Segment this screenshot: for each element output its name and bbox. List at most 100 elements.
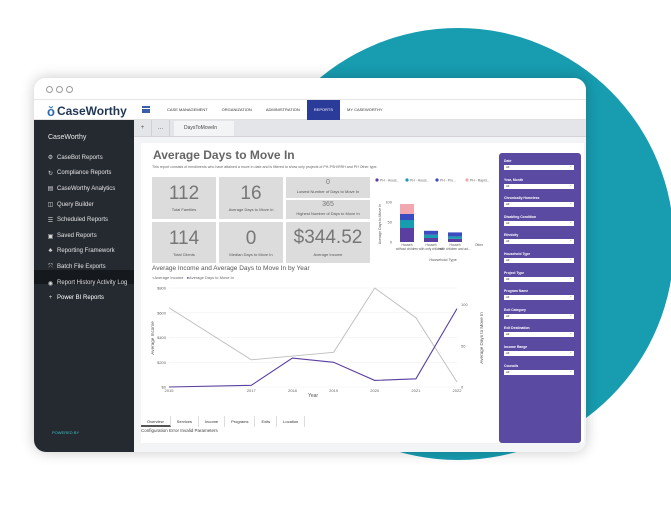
left-y-tick: $0 (162, 385, 167, 390)
bar-category-label: Househ with children and ad... (439, 243, 470, 251)
bar-legend-label: PH - Housi... (410, 178, 429, 182)
refresh-icon: ↻ (47, 170, 54, 177)
more-tabs-button[interactable]: ... (152, 120, 170, 137)
filter-select-household-type[interactable]: All (504, 257, 574, 263)
filter-label: Year, Month (504, 177, 524, 182)
org-icon: ♣ (48, 248, 53, 255)
sidebar-item-label: Reporting Framework (57, 248, 115, 255)
page-tab-services[interactable]: Services (170, 416, 200, 427)
sidebar-item-scheduled-reports[interactable]: ☰ Scheduled Reports (47, 217, 108, 224)
main-content: + ... DaysToMoveIn Average Days to Move … (134, 120, 586, 452)
bar-segment (400, 220, 414, 228)
nav-item-administration[interactable]: ADMINISTRATION (265, 107, 300, 112)
bar-segment (424, 230, 438, 235)
right-y-tick: 0 (461, 385, 464, 390)
filter-select-date[interactable]: All (504, 164, 574, 170)
window-titlebar (34, 78, 586, 100)
page-tab-programs[interactable]: Programs (225, 416, 256, 427)
nav-item-reports[interactable]: REPORTS (306, 100, 341, 120)
page-tab-location[interactable]: Location (277, 416, 306, 427)
filter-select-program-name[interactable]: All (504, 294, 574, 301)
sidebar: CaseWorthy ⚙ CaseBot Reports ↻ Compliance R… (34, 120, 134, 452)
nav-items: CASE MANAGEMENT ORGANIZATION ADMINISTRATIO… (160, 100, 390, 120)
sidebar-item-batch-file-exports[interactable]: ⤧ Batch File Exports (47, 264, 106, 271)
window-dot-icon (66, 86, 73, 93)
bar-segment (448, 232, 462, 237)
filter-label: Ethnicity (504, 233, 519, 238)
save-icon: ▣ (47, 233, 54, 240)
kpi-lowest-days: 0 Lowest Number of Days to Move In (286, 177, 370, 198)
filter-label: Date (504, 159, 512, 163)
filter-panel: DateAllYear, MonthAllChronically Homeles… (499, 153, 581, 443)
page-tab-exits[interactable]: Exits (255, 416, 278, 427)
browser-window: ǒ CaseWorthy CASE MANAGEMENT ORGANIZATION… (34, 78, 586, 452)
caseworthy-logo-icon: ǒ (47, 103, 55, 119)
x-tick: 2020 (370, 388, 380, 393)
income-days-line-chart: $800 $600 $400 $200 $0 100 50 0 2015 2017 2018 2019… (150, 286, 484, 399)
sidebar-item-reporting-framework[interactable]: ♣ Reporting Framework (47, 248, 115, 254)
sidebar-item-saved-reports[interactable]: ▣ Saved Reports (47, 233, 97, 240)
sidebar-item-label: Saved Reports (57, 233, 97, 239)
top-nav: ǒ CaseWorthy CASE MANAGEMENT ORGANIZATION… (34, 100, 586, 120)
add-tab-button[interactable]: + (134, 120, 152, 137)
filter-select-year-month[interactable]: All (504, 183, 574, 189)
bar-segment (424, 234, 438, 238)
sidebar-item-compliance-reports[interactable]: ↻ Compliance Reports (47, 170, 111, 177)
window-dot-icon (56, 86, 63, 93)
sidebar-item-caseworthy-analytics[interactable]: ▤ CaseWorthy Analytics (47, 185, 116, 193)
kpi-label: Lowest Number of Days to Move In (296, 189, 360, 194)
bar-y-tick: 0 (390, 240, 393, 245)
bar-segment (448, 236, 462, 239)
error-message: Configuration Error Invalid Parameters (141, 428, 218, 433)
filter-select-income-range[interactable]: All (504, 350, 574, 356)
nav-item-organization[interactable]: ORGANIZATION (221, 107, 252, 112)
caseworthy-logo[interactable]: ǒ CaseWorthy (47, 103, 127, 119)
sidebar-item-label: Query Builder (57, 201, 94, 208)
filter-label: Chronically Homeless (504, 196, 540, 201)
kpi-value: 365 (322, 201, 334, 208)
sidebar-item-label: Report History Activity Log (57, 280, 128, 287)
page-tab-income[interactable]: Income (199, 416, 226, 427)
filter-select-disabling-condition[interactable]: All (504, 220, 574, 226)
tab-days-to-move-in[interactable]: DaysToMoveIn (174, 121, 234, 136)
sidebar-item-label: CaseWorthy Analytics (57, 185, 116, 192)
filter-select-councils[interactable]: All (504, 369, 574, 375)
line-chart-legend: ●Average Income ●Average Days to Move In (152, 275, 234, 280)
tab-bar: + ... DaysToMoveIn (134, 120, 586, 137)
page-tab-overview[interactable]: Overview (141, 416, 171, 427)
report-description: This report consists of enrollments who … (152, 165, 378, 169)
legend-dot-icon: ● (186, 275, 190, 280)
right-y-axis-label: Average Days to Move In (479, 312, 484, 364)
sidebar-item-query-builder[interactable]: ◫ Query Builder (47, 201, 94, 209)
filter-select-chronically-homeless[interactable]: All (504, 201, 574, 208)
kpi-label: Average Days to Move In (228, 207, 274, 212)
bar-segment (400, 228, 414, 242)
sidebar-item-report-history-activity-log[interactable]: ◉ Report History Activity Log (47, 280, 127, 287)
history-icon: ◉ (47, 280, 54, 287)
bar-category-label: Other (475, 243, 484, 247)
bar-legend-marker (405, 178, 409, 182)
nav-item-my-caseworthy[interactable]: MY CASEWORTHY (347, 107, 383, 112)
menu-hamburger-icon[interactable] (142, 106, 150, 113)
filter-select-project-type[interactable]: All (504, 276, 574, 282)
x-tick: 2018 (288, 388, 298, 393)
filter-label: Councils (504, 363, 519, 368)
x-axis-label: Year (308, 393, 318, 398)
list-icon: ☰ (47, 217, 54, 224)
kpi-label: Total Families (171, 207, 197, 212)
filter-select-ethnicity[interactable]: All (504, 238, 574, 245)
robot-icon: ⚙ (47, 155, 54, 161)
bar-segment (400, 214, 414, 220)
kpi-label: Highest Number of Days to Move In (296, 211, 360, 216)
query-icon: ◫ (47, 202, 54, 209)
filter-label: Exit Destination (504, 326, 530, 331)
sidebar-item-power-bi-reports[interactable]: + Power BI Reports (47, 295, 104, 301)
filter-select-exit-destination[interactable]: All (504, 331, 574, 338)
household-type-bar-chart: PH - Housi... PH - Housi... PH - Pro... PH … (375, 178, 489, 262)
nav-item-case-management[interactable]: CASE MANAGEMENT (167, 107, 208, 112)
filter-label: Project Type (504, 270, 525, 275)
filter-select-exit-category[interactable]: All (504, 313, 574, 319)
sidebar-item-casebot-reports[interactable]: ⚙ CaseBot Reports (47, 154, 103, 162)
kpi-label: Average Income (313, 252, 343, 257)
bar-y-tick: 50 (388, 220, 393, 225)
